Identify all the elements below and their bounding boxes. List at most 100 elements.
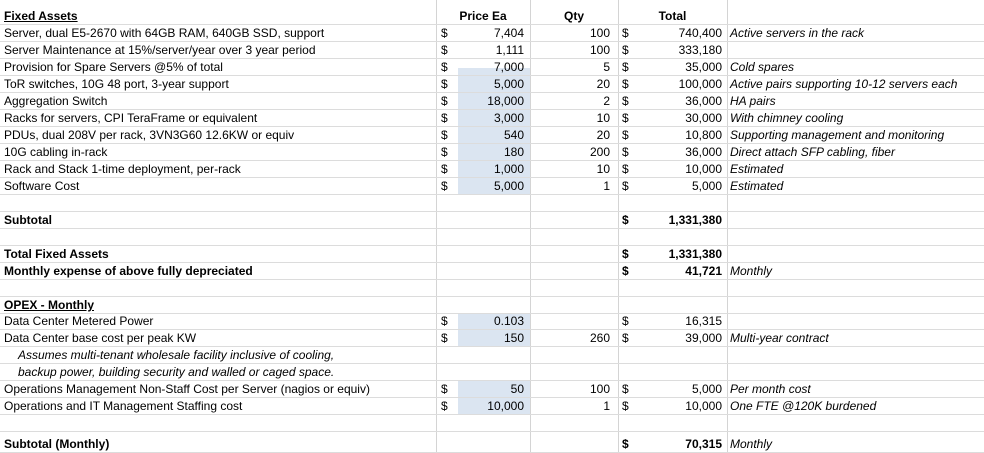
subtotal-row: Subtotal $ 1,331,380 bbox=[0, 212, 984, 229]
row-label: Operations and IT Management Staffing co… bbox=[4, 399, 243, 413]
row-label: Software Cost bbox=[4, 179, 80, 193]
row-label: Server Maintenance at 15%/server/year ov… bbox=[4, 43, 316, 57]
price-cell[interactable]: 7,000 bbox=[493, 60, 524, 74]
currency-symbol: $ bbox=[622, 213, 629, 227]
price-cell[interactable]: 0.103 bbox=[493, 314, 524, 328]
row-note bbox=[730, 42, 984, 58]
currency-symbol: $ bbox=[441, 26, 448, 40]
qty-cell[interactable] bbox=[530, 313, 614, 329]
subtotal-label: Subtotal bbox=[4, 213, 52, 227]
currency-symbol: $ bbox=[622, 77, 629, 91]
subtotal-monthly-note: Monthly bbox=[730, 437, 773, 451]
qty-cell[interactable]: 20 bbox=[596, 77, 610, 91]
table-row: Server Maintenance at 15%/server/year ov… bbox=[0, 42, 984, 59]
assumption-row: backup power, building security and wall… bbox=[0, 364, 984, 381]
qty-cell[interactable]: 5 bbox=[603, 60, 610, 74]
row-label: Operations Management Non-Staff Cost per… bbox=[4, 382, 370, 396]
table-row: Software Cost $5,000 1 $5,000 Estimated bbox=[0, 178, 984, 195]
price-cell[interactable]: 1,111 bbox=[495, 43, 524, 57]
price-cell[interactable]: 3,000 bbox=[493, 111, 524, 125]
gridline bbox=[727, 0, 728, 453]
qty-cell[interactable]: 100 bbox=[589, 43, 610, 57]
currency-symbol: $ bbox=[622, 162, 629, 176]
qty-cell[interactable]: 100 bbox=[589, 382, 610, 396]
currency-symbol: $ bbox=[441, 60, 448, 74]
row-note: Estimated bbox=[730, 162, 784, 176]
total-cell: 10,000 bbox=[685, 162, 722, 176]
row-label: Provision for Spare Servers @5% of total bbox=[4, 60, 223, 74]
opex-staff-row: Operations and IT Management Staffing co… bbox=[0, 398, 984, 415]
assumption-text: backup power, building security and wall… bbox=[18, 365, 335, 379]
price-cell[interactable]: 7,404 bbox=[493, 26, 524, 40]
price-cell[interactable]: 5,000 bbox=[493, 77, 524, 91]
currency-symbol: $ bbox=[622, 437, 629, 451]
opex-title: OPEX - Monthly bbox=[4, 298, 94, 312]
price-cell[interactable]: 5,000 bbox=[493, 179, 524, 193]
currency-symbol: $ bbox=[441, 399, 448, 413]
row-note: Direct attach SFP cabling, fiber bbox=[730, 145, 895, 159]
qty-cell[interactable]: 200 bbox=[589, 145, 610, 159]
price-cell[interactable]: 50 bbox=[510, 382, 524, 396]
row-label: Data Center Metered Power bbox=[4, 314, 154, 328]
blank-row bbox=[0, 229, 984, 246]
currency-symbol: $ bbox=[441, 94, 448, 108]
qty-cell[interactable]: 2 bbox=[603, 94, 610, 108]
col-header-qty: Qty bbox=[563, 9, 584, 23]
table-row: ToR switches, 10G 48 port, 3-year suppor… bbox=[0, 76, 984, 93]
price-cell[interactable]: 180 bbox=[503, 145, 524, 159]
table-row: Server, dual E5-2670 with 64GB RAM, 640G… bbox=[0, 25, 984, 42]
price-cell[interactable]: 150 bbox=[503, 331, 524, 345]
price-cell[interactable]: 540 bbox=[503, 128, 524, 142]
currency-symbol: $ bbox=[622, 314, 629, 328]
row-note: Active pairs supporting 10-12 servers ea… bbox=[730, 77, 958, 91]
opex-ops-row: Operations Management Non-Staff Cost per… bbox=[0, 381, 984, 398]
total-cell: 10,800 bbox=[685, 128, 722, 142]
qty-cell[interactable]: 10 bbox=[596, 111, 610, 125]
total-cell: 5,000 bbox=[691, 382, 722, 396]
currency-symbol: $ bbox=[622, 399, 629, 413]
row-note: One FTE @120K burdened bbox=[730, 399, 877, 413]
table-row: PDUs, dual 208V per rack, 3VN3G60 12.6KW… bbox=[0, 127, 984, 144]
price-cell[interactable]: 18,000 bbox=[487, 94, 524, 108]
currency-symbol: $ bbox=[622, 26, 629, 40]
opex-base-row: Data Center base cost per peak KW $ 150 … bbox=[0, 330, 984, 347]
row-note: With chimney cooling bbox=[730, 111, 844, 125]
opex-power-row: Data Center Metered Power $ 0.103 $ 16,3… bbox=[0, 313, 984, 330]
price-cell[interactable]: 1,000 bbox=[493, 162, 524, 176]
row-note: Active servers in the rack bbox=[730, 26, 865, 40]
price-cell[interactable]: 10,000 bbox=[487, 399, 524, 413]
total-cell: 5,000 bbox=[691, 179, 722, 193]
qty-cell[interactable]: 1 bbox=[603, 399, 610, 413]
opex-header-row: OPEX - Monthly bbox=[0, 297, 984, 314]
price-input-shade bbox=[458, 313, 530, 347]
total-cell: 39,000 bbox=[685, 331, 722, 345]
blank-row bbox=[0, 415, 984, 432]
total-fixed-label: Total Fixed Assets bbox=[4, 247, 109, 261]
total-cell: 30,000 bbox=[685, 111, 722, 125]
monthly-dep-row: Monthly expense of above fully depreciat… bbox=[0, 263, 984, 280]
col-header-total: Total bbox=[658, 9, 687, 23]
qty-cell[interactable]: 1 bbox=[603, 179, 610, 193]
qty-cell[interactable]: 260 bbox=[589, 331, 610, 345]
currency-symbol: $ bbox=[622, 94, 629, 108]
total-cell: 333,180 bbox=[678, 43, 722, 57]
row-label: ToR switches, 10G 48 port, 3-year suppor… bbox=[4, 77, 229, 91]
qty-cell[interactable]: 10 bbox=[596, 162, 610, 176]
qty-cell[interactable]: 100 bbox=[589, 26, 610, 40]
row-note: Supporting management and monitoring bbox=[730, 128, 945, 142]
total-fixed-value: 1,331,380 bbox=[668, 247, 722, 261]
currency-symbol: $ bbox=[622, 43, 629, 57]
subtotal-monthly-label: Subtotal (Monthly) bbox=[4, 437, 110, 451]
header-row: Fixed Assets Price Ea Qty Total bbox=[0, 8, 984, 25]
total-cell: 10,000 bbox=[685, 399, 722, 413]
col-header-price: Price Ea bbox=[459, 9, 507, 23]
currency-symbol: $ bbox=[441, 145, 448, 159]
row-label: Rack and Stack 1-time deployment, per-ra… bbox=[4, 162, 241, 176]
qty-cell[interactable]: 20 bbox=[596, 128, 610, 142]
table-row: 10G cabling in-rack $180 200 $36,000 Direct … bbox=[0, 144, 984, 161]
price-input-shade bbox=[458, 381, 530, 415]
row-label: Data Center base cost per peak KW bbox=[4, 331, 197, 345]
currency-symbol: $ bbox=[622, 179, 629, 193]
row-note: Cold spares bbox=[730, 60, 795, 74]
